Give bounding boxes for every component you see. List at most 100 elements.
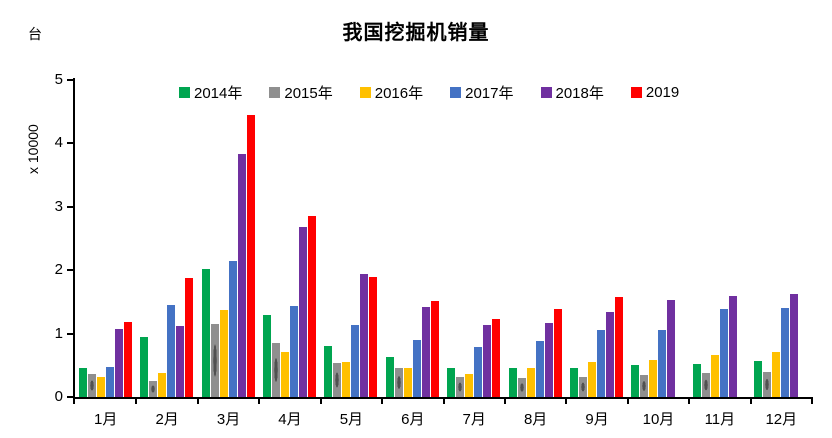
- bar-slot-2018-m9: [605, 80, 615, 397]
- bar-2014-m5: [324, 345, 333, 397]
- bar-2015-m11: [701, 372, 710, 397]
- bar-slot-2019-m10: [676, 80, 685, 397]
- legend-marker-2016: [359, 87, 371, 98]
- bar-group-m11: [689, 80, 750, 397]
- bar-2018-m4: [298, 227, 307, 397]
- bar-2018-m7: [483, 325, 492, 397]
- bar-slot-2019-m4: [307, 80, 317, 397]
- bar-2014-m1: [78, 367, 87, 397]
- legend-item-2019: 2019: [630, 84, 679, 101]
- bar-slot-2014-m1: [78, 80, 88, 397]
- bar-2018-m1: [114, 329, 123, 397]
- bar-slot-2016-m1: [96, 80, 106, 397]
- legend-marker-2018: [540, 87, 552, 98]
- x-tick-mark-5: [381, 397, 384, 404]
- x-tick-mark-11: [749, 397, 752, 404]
- bar-slot-2018-m3: [237, 80, 247, 397]
- bar-slot-2015-m12: [763, 80, 772, 397]
- bar-group-m1: [75, 80, 136, 397]
- bar-2018-m11: [728, 295, 737, 397]
- x-tick-mark-3: [258, 397, 261, 404]
- y-tick-label-1: 1: [54, 324, 63, 342]
- x-tick-mark-10: [688, 397, 691, 404]
- bar-2018-m8: [544, 322, 553, 397]
- bar-group-m8: [505, 80, 566, 397]
- x-axis-line: [73, 397, 813, 399]
- bar-slot-2018-m2: [176, 80, 185, 397]
- legend-item-2015: 2015年: [269, 82, 333, 103]
- legend-label-2014: 2014年: [194, 85, 243, 102]
- bar-group-m12: [750, 80, 811, 397]
- bar-2018-m10: [667, 300, 676, 397]
- bar-2015-m5: [333, 362, 342, 397]
- bar-2016-m6: [403, 368, 412, 397]
- bar-slot-2018-m5: [360, 80, 369, 397]
- bar-2019-m5: [369, 277, 378, 397]
- bar-slot-2014-m7: [447, 80, 456, 397]
- bar-2015-m12: [763, 372, 772, 397]
- bar-2019-m2: [185, 278, 194, 397]
- bar-2017-m6: [412, 339, 421, 397]
- bar-slot-2016-m2: [158, 80, 167, 397]
- y-tick-label-2: 2: [54, 261, 63, 279]
- y-tick-label-0: 0: [54, 388, 63, 405]
- x-tick-mark-4: [319, 397, 322, 404]
- bar-2018-m2: [176, 326, 185, 397]
- bar-2015-m9: [578, 377, 587, 397]
- bar-slot-2019-m1: [123, 80, 133, 397]
- bar-2017-m1: [105, 367, 114, 397]
- bar-group-m2: [136, 80, 197, 397]
- y-tick-mark-5: [67, 79, 73, 81]
- bar-slot-2017-m9: [596, 80, 606, 397]
- x-tick-label-m10: 10月: [642, 411, 675, 428]
- plot-area: 2014年 2015年 2016年 2017年 2018年 2019 0 1 2 3 4 5 1月 2…: [55, 71, 813, 428]
- y-tick-mark-1: [67, 332, 73, 335]
- x-tick-mark-2: [196, 397, 199, 404]
- bar-slot-2019-m7: [492, 80, 501, 397]
- bar-slot-2014-m3: [201, 80, 211, 397]
- bar-2019-m1: [123, 322, 132, 397]
- x-tick-mark-7: [503, 397, 506, 404]
- bar-2014-m3: [201, 268, 210, 397]
- bar-slot-2019-m5: [369, 80, 378, 397]
- bar-slot-2014-m9: [569, 80, 579, 397]
- x-tick-label-m3: 3月: [216, 411, 241, 428]
- bar-slot-2019-m3: [246, 80, 256, 397]
- bar-slot-2014-m8: [508, 80, 518, 397]
- bar-slot-2016-m8: [526, 80, 536, 397]
- bar-slot-2016-m5: [342, 80, 351, 397]
- bar-slot-2016-m11: [710, 80, 720, 397]
- bar-2018-m12: [790, 294, 799, 397]
- bar-slot-2017-m6: [412, 80, 422, 397]
- bar-2014-m7: [447, 367, 456, 397]
- x-tick-label-m7: 7月: [462, 411, 486, 428]
- bar-group-m3: [198, 80, 259, 397]
- x-tick-label-m5: 5月: [339, 411, 364, 428]
- bar-slot-2015-m8: [517, 80, 527, 397]
- bar-2018-m9: [605, 312, 614, 397]
- bar-2019-m6: [430, 300, 439, 397]
- bar-slot-2017-m3: [228, 80, 238, 397]
- bar-2016-m8: [526, 368, 535, 397]
- bar-slot-2018-m4: [298, 80, 308, 397]
- bar-slot-2014-m11: [692, 80, 702, 397]
- x-tick-label-m6: 6月: [401, 411, 425, 428]
- bar-2016-m2: [158, 372, 167, 397]
- legend-marker-2014: [179, 87, 190, 98]
- legend-label-2015: 2015年: [284, 85, 333, 102]
- bar-2017-m3: [228, 260, 237, 397]
- bar-group-m4: [259, 80, 320, 397]
- bar-2016-m10: [649, 359, 658, 397]
- bar-group-m7: [443, 80, 504, 397]
- x-tick-label-m4: 4月: [278, 411, 302, 428]
- bar-slot-2017-m11: [719, 80, 729, 397]
- bar-2015-m4: [271, 343, 280, 397]
- bar-2019-m4: [307, 215, 316, 397]
- bar-2014-m2: [140, 336, 149, 397]
- bar-slot-2018-m1: [114, 80, 124, 397]
- y-axis-multiplier-label: x 10000: [25, 124, 41, 174]
- x-tick-label-m8: 8月: [523, 411, 548, 428]
- x-tick-mark-9: [626, 397, 629, 404]
- legend: 2014年 2015年 2016年 2017年 2018年 2019: [179, 82, 679, 103]
- y-axis-line: [73, 78, 75, 399]
